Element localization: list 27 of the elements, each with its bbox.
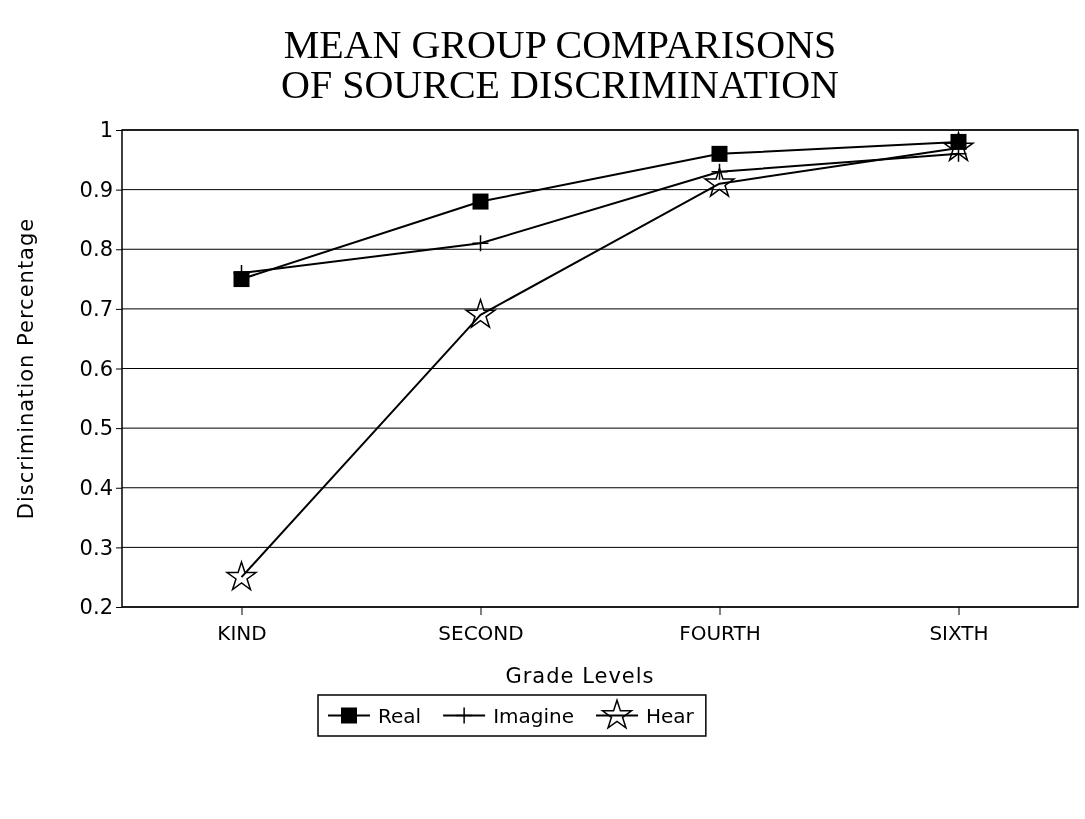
y-tick-label: 0.4 [79,475,113,500]
y-axis-title: Discrimination Percentage [14,217,38,520]
point [226,561,257,591]
legend-label: Imagine [493,703,574,728]
y-tick-label: 0.5 [79,416,113,441]
point [943,131,974,161]
point [710,162,729,181]
point [704,167,735,197]
x-tick-label: SIXTH [929,621,989,645]
point [472,193,489,210]
y-tick-label: 0.9 [79,177,113,202]
point [465,298,496,328]
legend-label: Real [378,703,422,728]
legend-label: Hear [646,703,695,728]
x-tick-label: SECOND [438,621,524,645]
chart-title: MEAN GROUP COMPARISONS OF SOURCE DISCRIMINATION [281,22,839,107]
y-tick-label: 0.6 [79,356,113,381]
x-axis-title: Grade Levels [505,664,655,688]
x-tick-label: KIND [217,621,267,645]
y-tick-label: 0.2 [79,595,113,620]
y-tick-label: 1 [99,118,113,143]
y-tick-label: 0.8 [79,237,113,262]
point [471,234,490,253]
x-tick-label: FOURTH [679,621,761,645]
y-tick-label: 0.3 [79,535,113,560]
point [711,145,728,162]
y-tick-label: 0.7 [79,297,113,322]
